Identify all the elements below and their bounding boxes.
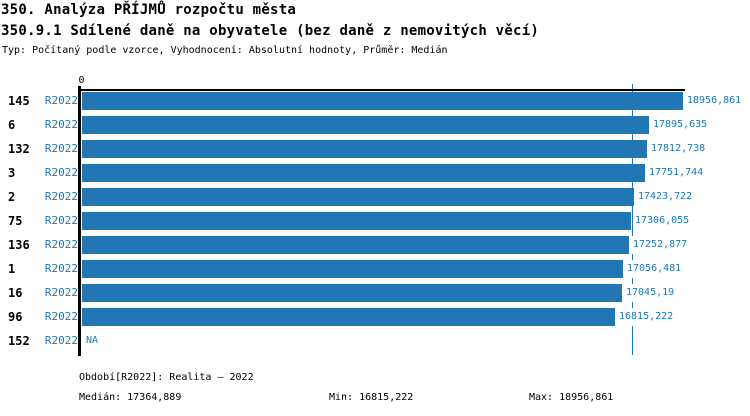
row-id-label: 152 — [8, 334, 30, 348]
value-bar — [82, 140, 647, 158]
row-id-label: 96 — [8, 310, 23, 324]
bar-value-label: 18956,861 — [686, 92, 743, 110]
row-id-label: 3 — [8, 166, 16, 180]
value-bar — [82, 92, 683, 110]
row-id-label: 6 — [8, 118, 16, 132]
report-title: 350. Analýza PŘÍJMŮ rozpočtu města — [1, 2, 297, 18]
report-subtitle: 350.9.1 Sdílené daně na obyvatele (bez d… — [1, 23, 540, 39]
row-period-label: R2022 — [44, 262, 78, 275]
value-bar — [82, 188, 634, 206]
row-id-label: 1 — [8, 262, 16, 276]
value-bar — [82, 116, 649, 134]
footer-max-label: Max: 18956,861 — [529, 392, 614, 403]
report-meta-line: Typ: Počítaný podle vzorce, Vyhodnocení:… — [2, 45, 448, 56]
x-axis-zero-tick-label: 0 — [78, 75, 85, 86]
row-id-label: 132 — [8, 142, 30, 156]
row-period-label: R2022 — [44, 286, 78, 299]
row-id-label: 136 — [8, 238, 30, 252]
y-axis-line — [78, 86, 81, 356]
footer-min-label: Min: 16815,222 — [329, 392, 414, 403]
row-period-label: R2022 — [44, 166, 78, 179]
bar-value-label: 17423,722 — [637, 188, 694, 206]
x-axis-line — [78, 89, 685, 91]
row-period-label: R2022 — [44, 190, 78, 203]
value-bar — [82, 164, 645, 182]
bar-value-label: 17056,481 — [626, 260, 683, 278]
value-bar — [82, 236, 629, 254]
row-period-label: R2022 — [44, 238, 78, 251]
row-id-label: 2 — [8, 190, 16, 204]
bar-value-label: 17045,19 — [625, 284, 676, 302]
footer-median-label: Medián: 17364,889 — [79, 392, 182, 403]
na-label: NA — [86, 335, 99, 346]
value-bar — [82, 212, 631, 230]
value-bar — [82, 260, 623, 278]
median-reference-line — [632, 84, 633, 355]
row-id-label: 145 — [8, 94, 30, 108]
footer-period-label: Období[R2022]: Realita – 2022 — [79, 372, 254, 383]
row-id-label: 75 — [8, 214, 23, 228]
bar-value-label: 17751,744 — [648, 164, 705, 182]
bar-value-label: 17895,635 — [652, 116, 709, 134]
row-period-label: R2022 — [44, 214, 78, 227]
row-period-label: R2022 — [44, 142, 78, 155]
bar-value-label: 17252,877 — [632, 236, 689, 254]
bar-value-label: 17306,055 — [634, 212, 691, 230]
row-id-label: 16 — [8, 286, 23, 300]
row-period-label: R2022 — [44, 334, 78, 347]
bar-value-label: 17812,738 — [650, 140, 707, 158]
row-period-label: R2022 — [44, 118, 78, 131]
bar-value-label: 16815,222 — [618, 308, 675, 326]
value-bar — [82, 284, 622, 302]
row-period-label: R2022 — [44, 310, 78, 323]
row-period-label: R2022 — [44, 94, 78, 107]
value-bar — [82, 308, 615, 326]
